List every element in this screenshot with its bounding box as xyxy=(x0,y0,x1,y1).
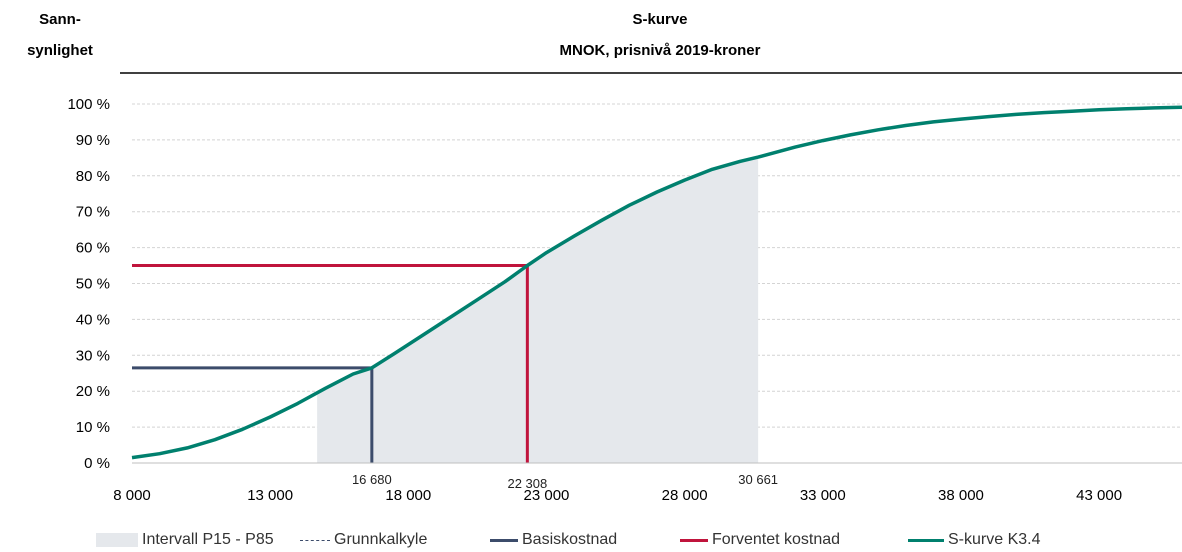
ylabel-line2: synlighet xyxy=(27,42,93,59)
y-tick-label: 10 % xyxy=(76,419,110,436)
legend-item-interval: Intervall P15 - P85 xyxy=(96,528,274,552)
legend-forventet-swatch xyxy=(680,538,708,542)
chart-title: S-kurve xyxy=(632,11,687,28)
legend-interval-label: Intervall P15 - P85 xyxy=(142,531,274,548)
x-tick-label: 18 000 xyxy=(385,487,431,504)
x-tick-label: 28 000 xyxy=(662,487,708,504)
annotations: 16 680 22 308 30 661 xyxy=(352,472,778,491)
y-axis-ticks: 0 % 10 % 20 % 30 % 40 % 50 % 60 % 70 % 80 % 90 % 1… xyxy=(67,96,110,472)
x-tick-label: 13 000 xyxy=(247,487,293,504)
chart-subtitle: MNOK, prisnivå 2019-kroner xyxy=(560,42,761,59)
y-tick-label: 0 % xyxy=(84,455,110,472)
interval-area xyxy=(317,157,759,463)
legend-item-forventet: Forventet kostnad xyxy=(680,528,840,552)
basiskostnad-label: 16 680 xyxy=(352,472,392,487)
s-curve-series xyxy=(131,105,1182,460)
y-tick-label: 80 % xyxy=(76,168,110,185)
x-axis-ticks: 8 000 13 000 18 000 23 000 28 000 33 000 38 00… xyxy=(113,487,1122,504)
interval-p15-p85-area xyxy=(317,157,759,463)
interval-end-label: 30 661 xyxy=(738,472,778,487)
legend-skurve-swatch xyxy=(908,538,944,542)
legend-basis-swatch xyxy=(490,538,518,542)
legend-grunnkalkyle-swatch xyxy=(300,539,330,541)
y-tick-label: 100 % xyxy=(67,96,110,113)
legend-item-basiskostnad: Basiskostnad xyxy=(490,528,617,552)
y-tick-label: 40 % xyxy=(76,311,110,328)
x-tick-label: 33 000 xyxy=(800,487,846,504)
s-curve-line xyxy=(131,105,1182,460)
legend-basis-label: Basiskostnad xyxy=(522,531,618,548)
legend-grunnkalkyle-label: Grunnkalkyle xyxy=(334,531,428,548)
x-tick-label: 23 000 xyxy=(524,487,570,504)
y-tick-label: 60 % xyxy=(76,240,110,257)
x-tick-label: 8 000 xyxy=(113,487,151,504)
forventet-label: 22 308 xyxy=(507,476,547,491)
legend-item-grunnkalkyle: Grunnkalkyle xyxy=(300,528,427,552)
chart: Sann- synlighet S-kurve MNOK, prisnivå 2… xyxy=(27,11,1182,504)
y-tick-label: 30 % xyxy=(76,347,110,364)
legend-forventet-label: Forventet kostnad xyxy=(712,531,841,548)
y-tick-label: 50 % xyxy=(76,276,110,293)
ylabel-line1: Sann- xyxy=(39,11,81,28)
y-tick-label: 70 % xyxy=(76,204,110,221)
legend-skurve-label: S-kurve K3.4 xyxy=(948,531,1041,548)
y-tick-label: 90 % xyxy=(76,132,110,149)
legend-interval-swatch xyxy=(96,533,138,547)
x-tick-label: 43 000 xyxy=(1076,487,1122,504)
x-tick-label: 38 000 xyxy=(938,487,984,504)
legend-item-skurve: S-kurve K3.4 xyxy=(908,528,1040,552)
y-tick-label: 20 % xyxy=(76,383,110,400)
legend: Intervall P15 - P85 Grunnkalkyle Basisko… xyxy=(0,528,1182,552)
